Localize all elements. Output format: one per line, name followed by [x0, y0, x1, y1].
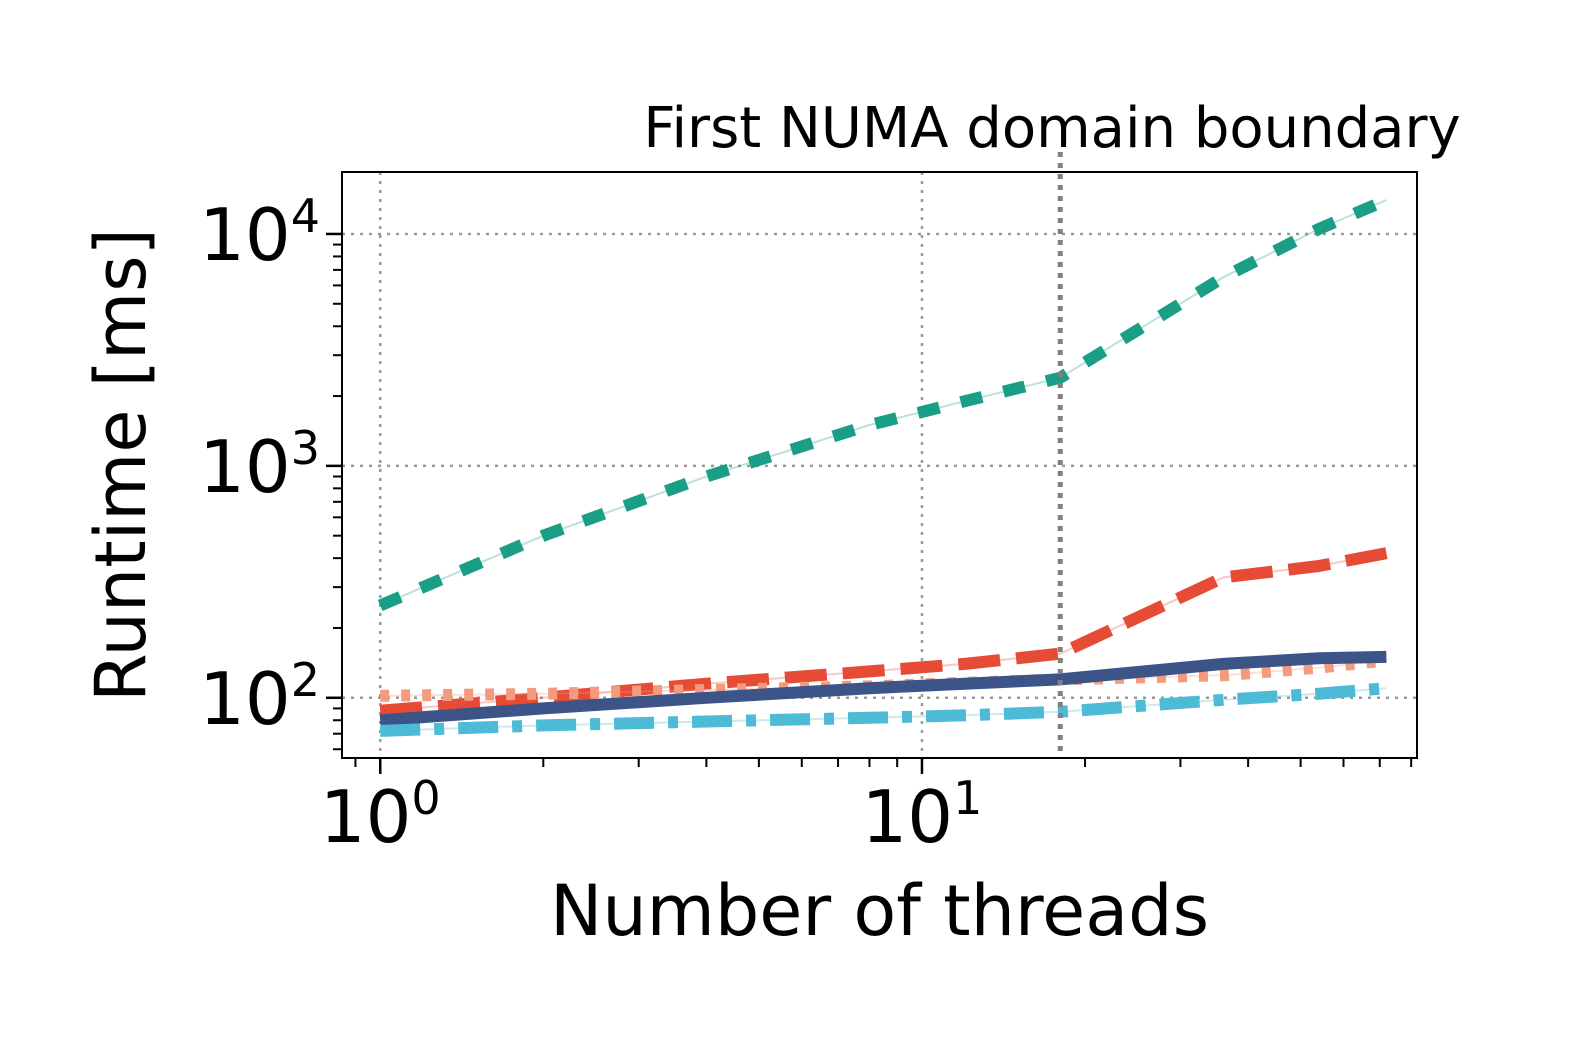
y-tick-label-1: 103: [199, 421, 320, 509]
series-3-line: [379, 650, 1387, 727]
grid: [342, 172, 1417, 758]
x-axis-label: Number of threads: [550, 870, 1209, 952]
series-0-thin-line: [379, 199, 1387, 607]
y-axis-label: Runtime [ms]: [80, 228, 162, 702]
y-tick-label-2: 104: [199, 189, 320, 277]
numa-boundary-annotation: First NUMA domain boundary: [643, 96, 1460, 161]
series-4-line: [379, 682, 1387, 737]
series-2-line: [380, 654, 1388, 702]
y-tick-label-0: 102: [199, 653, 320, 741]
x-tick-label-1: 101: [862, 771, 983, 859]
series-layer: [377, 194, 1389, 737]
axis-ticks: 100 101 102 103 104: [199, 189, 1413, 859]
series-1-line: [379, 547, 1388, 717]
series-0-line: [377, 194, 1389, 612]
x-tick-label-0: 100: [320, 771, 441, 859]
